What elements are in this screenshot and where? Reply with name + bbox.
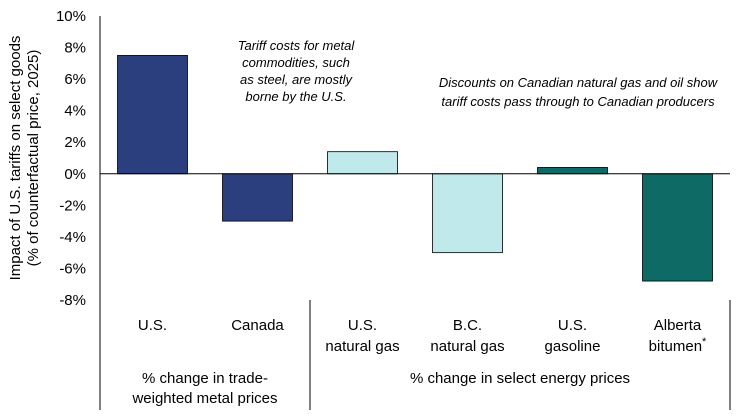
annotation-text: Tariff costs for metal — [238, 38, 356, 53]
category-label-line2: gasoline — [545, 338, 601, 355]
category-label: U.S. — [348, 317, 377, 334]
y-tick-label: -2% — [59, 197, 86, 214]
annotations: Tariff costs for metal commodities, such a… — [238, 38, 719, 109]
category-label: U.S. — [138, 317, 167, 334]
y-axis-label-line1: Impact of U.S. tariffs on select goods — [7, 36, 24, 281]
y-axis-label: Impact of U.S. tariffs on select goods (… — [7, 36, 42, 281]
group-label-line2: weighted metal prices — [131, 390, 277, 407]
annotation-text: Discounts on Canadian natural gas and oi… — [439, 75, 719, 90]
y-tick-label: 0% — [64, 166, 86, 183]
annotation-text: commodities, such — [242, 55, 350, 70]
annotation-text: borne by the U.S. — [245, 89, 346, 104]
group-labels: % change in trade-weighted metal prices%… — [131, 370, 630, 407]
bar — [222, 173, 293, 222]
category-label-line2: natural gas — [325, 338, 399, 355]
annotation-text: tariff costs pass through to Canadian pr… — [441, 94, 715, 109]
bar — [327, 151, 398, 175]
y-tick-label: 10% — [56, 8, 86, 25]
y-tick-label: 8% — [64, 40, 86, 57]
category-label: U.S. — [558, 317, 587, 334]
axes — [99, 16, 731, 410]
y-tick-label: -6% — [59, 260, 86, 277]
group-label: % change in trade- — [142, 370, 268, 387]
y-tick-label: 6% — [64, 71, 86, 88]
y-tick-label: 2% — [64, 134, 86, 151]
footnote-marker: * — [702, 336, 707, 348]
category-label: B.C. — [453, 317, 482, 334]
bar — [642, 173, 713, 282]
y-axis-ticks: -8% -6% -4% -2% 0% 2% 4% 6% 8% 10% — [56, 8, 86, 309]
category-label-line2: bitumen* — [649, 336, 707, 355]
y-tick-label: -8% — [59, 292, 86, 309]
group-label: % change in select energy prices — [410, 370, 630, 387]
category-label: Alberta — [654, 317, 702, 334]
bar — [537, 167, 608, 175]
category-label-line2: natural gas — [430, 338, 504, 355]
y-tick-label: -4% — [59, 229, 86, 246]
category-labels: U.S. Canada U.S. natural gas B.C. natural gas… — [138, 317, 707, 355]
bar — [117, 55, 188, 175]
bar — [432, 173, 503, 254]
bars — [117, 55, 713, 282]
category-label: Canada — [231, 317, 284, 334]
y-tick-label: 4% — [64, 103, 86, 120]
annotation-text: as steel, are mostly — [240, 72, 353, 87]
y-axis-label-line2: (% of counterfactual price, 2025) — [25, 50, 42, 267]
